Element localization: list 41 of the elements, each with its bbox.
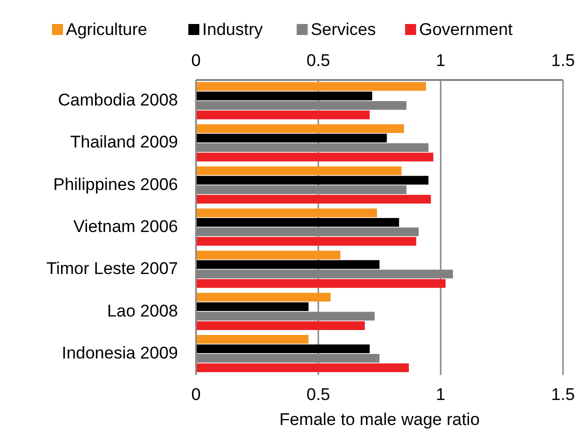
legend-label: Agriculture: [66, 20, 148, 39]
x-tick-label: 1.5: [551, 51, 575, 70]
bar: [196, 194, 431, 204]
legend-label: Government: [419, 20, 513, 39]
legend-label: Services: [310, 20, 376, 39]
y-tick-label: Vietnam 2006: [73, 216, 178, 236]
bar: [196, 334, 309, 344]
x2-tick-label: 0.5: [306, 385, 330, 404]
legend-label: Industry: [202, 20, 264, 39]
bar: [196, 279, 446, 288]
bar: [196, 134, 387, 142]
x-tick-label: 0: [191, 51, 201, 70]
x-axis-title: Female to male wage ratio: [279, 410, 480, 429]
x2-tick-label: 1: [436, 385, 446, 404]
bar: [196, 82, 426, 91]
bar: [196, 236, 416, 246]
x-tick-label: 0.5: [306, 51, 330, 70]
bar: [196, 218, 400, 227]
bar: [196, 363, 409, 372]
y-tick-label: Lao 2008: [107, 301, 178, 320]
bar: [196, 92, 372, 100]
bar: [196, 124, 404, 133]
bar: [196, 152, 434, 162]
bar: [196, 110, 370, 120]
bar: [196, 208, 378, 218]
y-tick-label: Cambodia 2008: [58, 90, 178, 110]
bar: [196, 260, 380, 269]
x-tick-label: 1: [436, 51, 446, 70]
bar: [196, 176, 428, 185]
y-tick-label: Timor Leste 2007: [46, 259, 178, 278]
bar: [196, 250, 340, 260]
bar: [196, 302, 309, 312]
bar: [196, 166, 402, 176]
x2-tick-label: 1.5: [551, 385, 575, 404]
bar: [196, 321, 365, 330]
y-tick-label: Thailand 2009: [70, 132, 178, 152]
y-tick-label: Indonesia 2009: [62, 343, 178, 362]
x2-tick-label: 0: [191, 385, 201, 404]
bar: [196, 292, 331, 302]
bar: [196, 344, 370, 354]
y-tick-label: Philippines 2006: [53, 174, 178, 194]
